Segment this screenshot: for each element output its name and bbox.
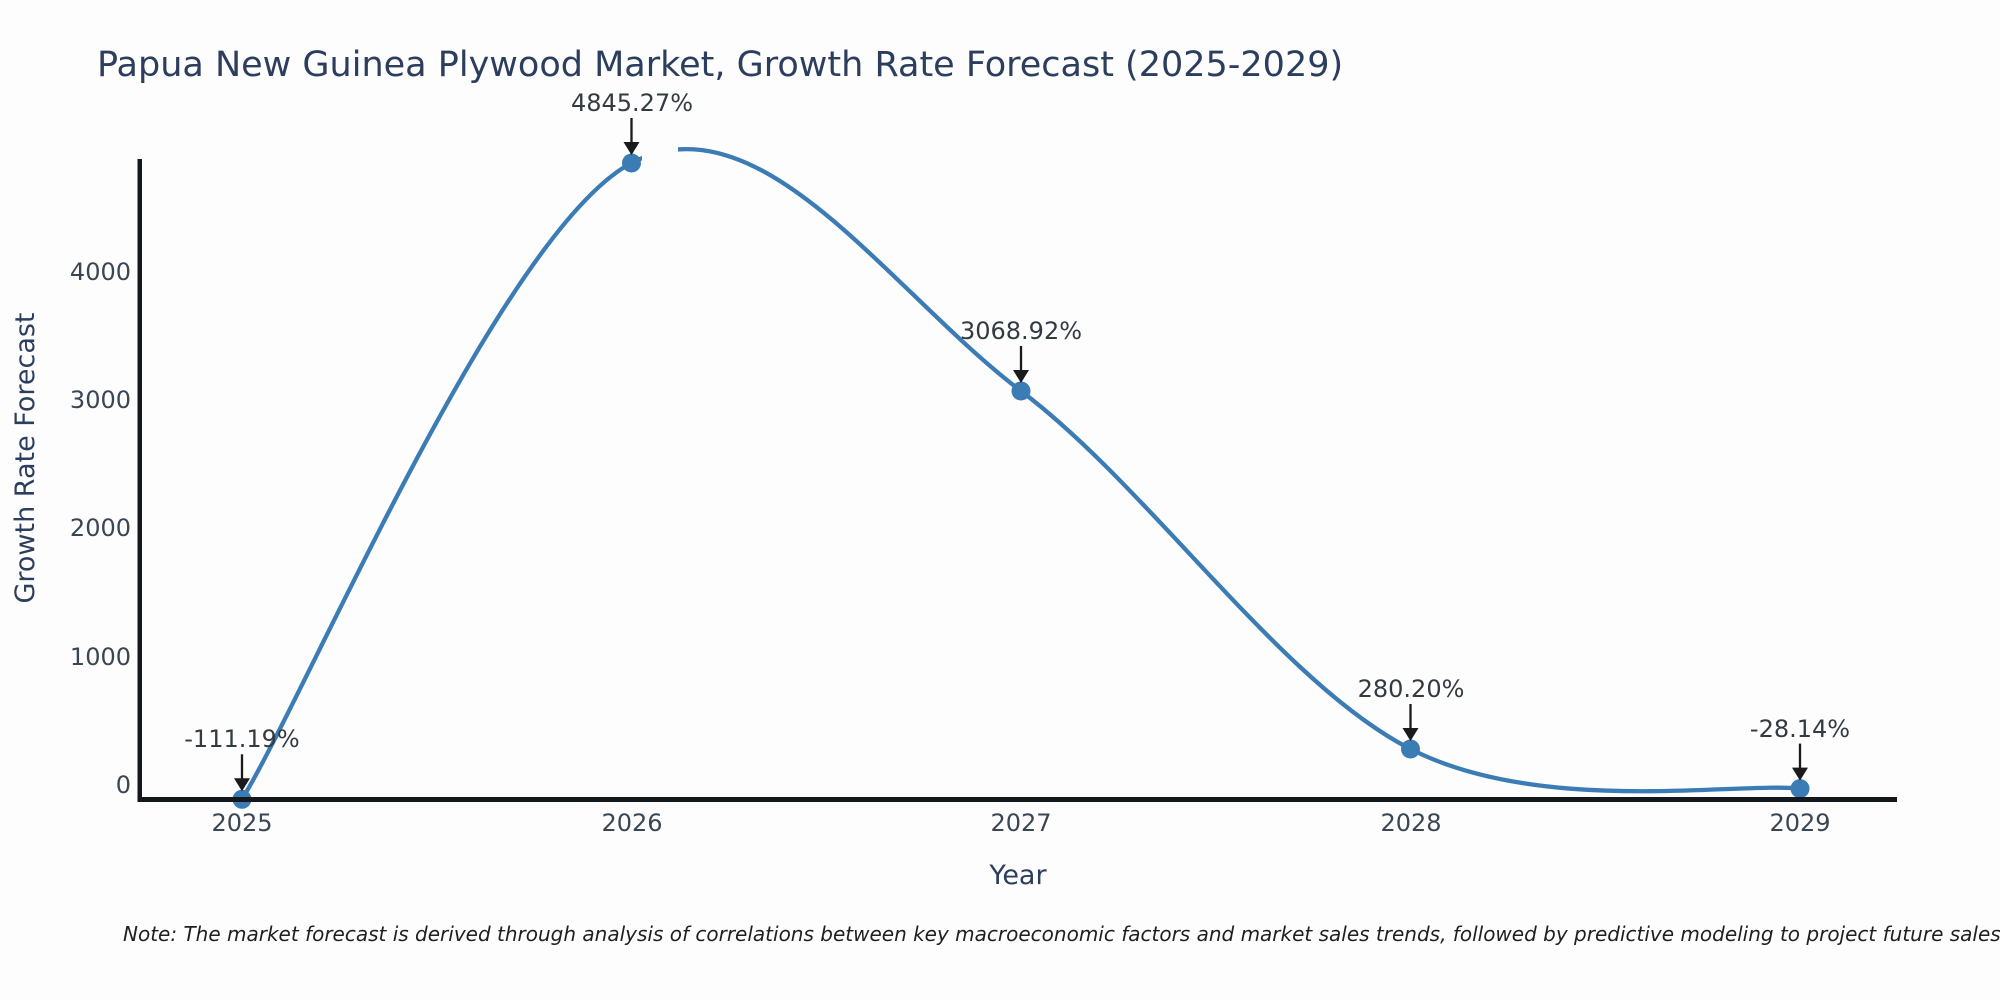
- x-tick-label: 2026: [601, 809, 663, 837]
- annotation-label: 280.20%: [1357, 675, 1465, 703]
- data-point-marker: [1790, 779, 1810, 799]
- annotation-label: -111.19%: [184, 725, 300, 753]
- x-axis-spine: [137, 797, 1897, 802]
- y-tick-label: 3000: [69, 386, 131, 414]
- forecast-line: [240, 147, 1801, 801]
- x-axis-title: Year: [989, 860, 1047, 891]
- y-tick-label: 0: [115, 771, 131, 799]
- x-tick-label: 2027: [990, 809, 1052, 837]
- annotation-label: 4845.27%: [570, 89, 694, 117]
- data-point-marker: [622, 153, 641, 173]
- data-point-marker: [1401, 739, 1420, 759]
- x-tick-label: 2028: [1380, 809, 1442, 837]
- annotation-arrow-head: [234, 778, 250, 792]
- chart-title: Papua New Guinea Plywood Market, Growth …: [97, 45, 1344, 85]
- y-tick-label: 1000: [69, 643, 131, 671]
- footnote: Note: The market forecast is derived thr…: [123, 922, 2000, 946]
- curve-gap-artifact: [642, 126, 678, 186]
- annotation-arrow-head: [1792, 767, 1808, 781]
- annotation-arrow-head: [623, 142, 640, 155]
- y-axis-spine: [137, 159, 142, 802]
- y-tick-label: 2000: [69, 514, 131, 542]
- annotation-arrow-head: [1402, 728, 1419, 741]
- y-tick-label: 4000: [69, 258, 131, 286]
- annotation-arrow-head: [1013, 370, 1029, 383]
- annotation-label: -28.14%: [1749, 715, 1851, 743]
- data-point-marker: [1011, 381, 1031, 401]
- x-tick-label: 2029: [1769, 809, 1831, 837]
- x-tick-label: 2025: [211, 809, 273, 837]
- annotation-label: 3068.92%: [959, 317, 1083, 345]
